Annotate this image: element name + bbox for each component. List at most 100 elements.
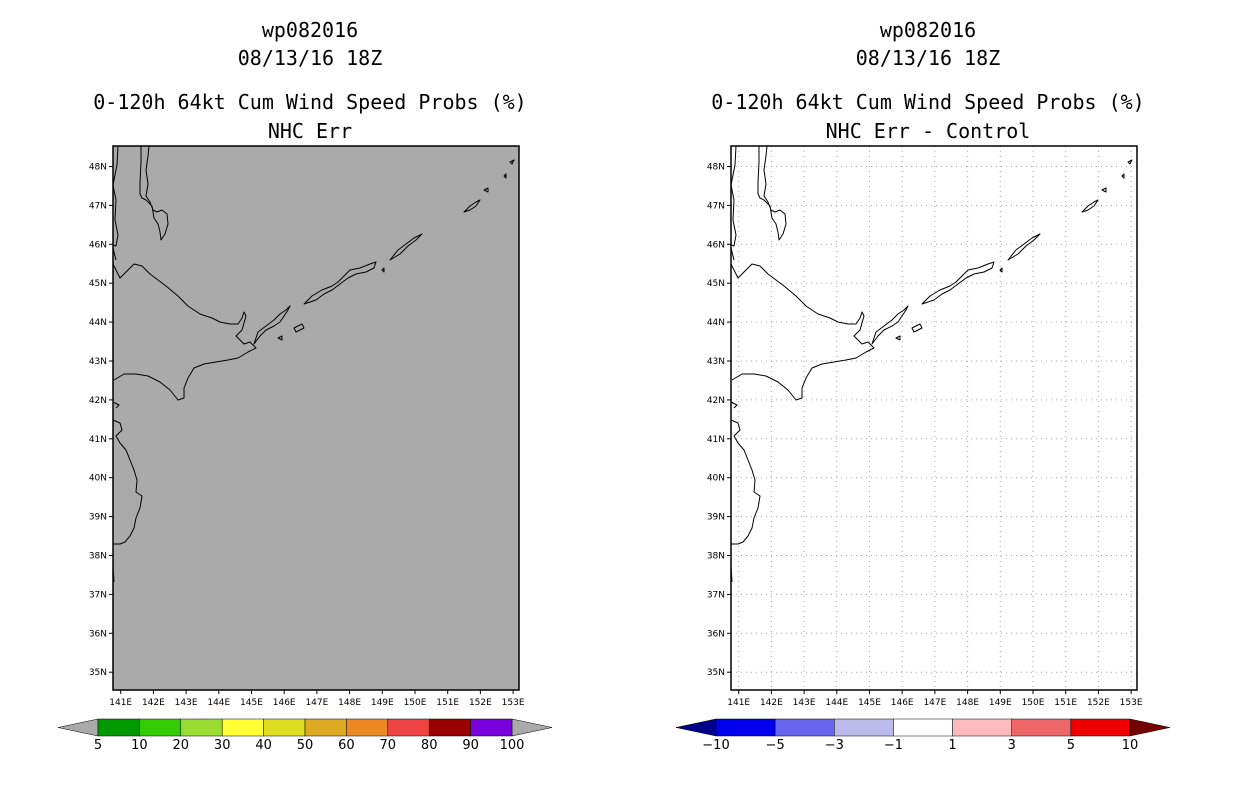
lon-label: 145E bbox=[858, 698, 881, 708]
kuril-small-3 bbox=[999, 267, 1003, 273]
lon-label: 153E bbox=[1120, 698, 1143, 708]
colorbar-label: 1 bbox=[948, 738, 956, 753]
lon-label: 149E bbox=[371, 698, 394, 708]
colorbar-swatch bbox=[952, 718, 1012, 737]
lon-label: 146E bbox=[891, 698, 914, 708]
lon-label: 152E bbox=[1087, 698, 1110, 708]
lat-label: 37N bbox=[707, 590, 725, 600]
lat-label: 38N bbox=[707, 552, 725, 562]
lon-label: 148E bbox=[338, 698, 361, 708]
colorbar-label: 5 bbox=[1067, 738, 1075, 753]
left-datetime: 08/13/16 18Z bbox=[237, 46, 383, 70]
right-datetime: 08/13/16 18Z bbox=[855, 46, 1001, 70]
colorbar-swatch bbox=[346, 718, 389, 737]
kuril-small-2 bbox=[895, 335, 901, 341]
lon-label: 149E bbox=[989, 698, 1012, 708]
lat-label: 36N bbox=[707, 629, 725, 639]
colorbar-swatch bbox=[139, 718, 182, 737]
kuril-kunashir bbox=[871, 305, 909, 345]
kuril-urup bbox=[389, 233, 423, 261]
colorbar-under-arrow bbox=[57, 718, 99, 737]
lat-label: 42N bbox=[707, 396, 725, 406]
colorbar-swatch bbox=[263, 718, 306, 737]
kuril-ketoy bbox=[483, 187, 489, 193]
lon-label: 142E bbox=[142, 698, 165, 708]
colorbar-over-arrow bbox=[1129, 718, 1171, 737]
lat-label: 39N bbox=[707, 513, 725, 523]
lat-label: 41N bbox=[89, 435, 107, 445]
colorbar-swatch bbox=[1070, 718, 1131, 737]
kuril-simushir bbox=[1081, 199, 1099, 213]
lon-label: 151E bbox=[436, 698, 459, 708]
colorbar-swatch bbox=[893, 718, 953, 737]
lat-label: 39N bbox=[89, 513, 107, 523]
lon-label: 142E bbox=[760, 698, 783, 708]
lon-label: 141E bbox=[727, 698, 750, 708]
colorbar-swatch bbox=[715, 718, 776, 737]
colorbar-swatch bbox=[1011, 718, 1072, 737]
kuril-matua bbox=[1121, 173, 1125, 179]
left-storm-id: wp082016 bbox=[261, 18, 359, 42]
lat-label: 41N bbox=[707, 435, 725, 445]
left-subtitle: NHC Err bbox=[267, 119, 353, 143]
lat-label: 43N bbox=[89, 357, 107, 367]
kuril-shiashkotan bbox=[1127, 159, 1133, 165]
kuril-iturup bbox=[921, 261, 995, 305]
lat-label: 45N bbox=[707, 279, 725, 289]
right-map-background bbox=[731, 146, 1137, 690]
colorbar-swatch bbox=[180, 718, 223, 737]
kuril-simushir bbox=[463, 199, 481, 213]
colorbar-label: −1 bbox=[884, 738, 903, 753]
colorbar-swatch bbox=[834, 718, 894, 737]
colorbar-label: −5 bbox=[766, 738, 785, 753]
lat-label: 46N bbox=[707, 240, 725, 250]
lat-label: 45N bbox=[89, 279, 107, 289]
lat-label: 44N bbox=[89, 318, 107, 328]
lat-label: 37N bbox=[89, 590, 107, 600]
colorbar-label: 100 bbox=[500, 738, 525, 753]
colorbar-label: 50 bbox=[297, 738, 314, 753]
right-storm-id: wp082016 bbox=[879, 18, 977, 42]
kuril-small-1 bbox=[911, 323, 923, 333]
colorbar-label: 60 bbox=[338, 738, 355, 753]
kuril-urup bbox=[1007, 233, 1041, 261]
colorbar-label: 80 bbox=[421, 738, 438, 753]
colorbar-swatch bbox=[774, 718, 835, 737]
lon-label: 151E bbox=[1054, 698, 1077, 708]
lat-label: 43N bbox=[707, 357, 725, 367]
colorbar-label: 70 bbox=[380, 738, 397, 753]
lon-label: 141E bbox=[109, 698, 132, 708]
lon-label: 144E bbox=[207, 698, 230, 708]
lat-label: 47N bbox=[89, 201, 107, 211]
right-map-frame bbox=[730, 145, 1138, 691]
right-map-gridlines bbox=[731, 146, 1137, 690]
kuril-small-3 bbox=[381, 267, 385, 273]
colorbar-swatch bbox=[387, 718, 430, 737]
left-colorbar: 5 10 20 30 40 50 60 70 80 90 100 bbox=[57, 718, 553, 753]
lon-label: 153E bbox=[502, 698, 525, 708]
lat-label: 48N bbox=[707, 163, 725, 173]
lon-label: 143E bbox=[793, 698, 816, 708]
colorbar-label: 90 bbox=[462, 738, 479, 753]
sakhalin-coastline bbox=[112, 145, 169, 247]
colorbar-label: −3 bbox=[825, 738, 844, 753]
colorbar-label: 40 bbox=[255, 738, 272, 753]
sakhalin-coastline bbox=[730, 145, 787, 247]
colorbar-label: 30 bbox=[214, 738, 231, 753]
right-map: 48N 47N 46N 45N 44N 43N 42N 41N 40N 39N 38N 37N 36N 3… bbox=[707, 145, 1143, 708]
lon-label: 147E bbox=[923, 698, 946, 708]
lon-label: 152E bbox=[469, 698, 492, 708]
lon-label: 148E bbox=[956, 698, 979, 708]
left-map-frame bbox=[112, 145, 520, 691]
colorbar-swatch bbox=[470, 718, 513, 737]
kuril-ketoy bbox=[1101, 187, 1107, 193]
colorbar-label: 10 bbox=[131, 738, 148, 753]
colorbar-swatch bbox=[304, 718, 347, 737]
colorbar-over-arrow bbox=[511, 718, 553, 737]
colorbar-swatch bbox=[97, 718, 140, 737]
lat-label: 48N bbox=[89, 163, 107, 173]
lon-label: 147E bbox=[305, 698, 328, 708]
kuril-iturup bbox=[303, 261, 377, 305]
lon-label: 150E bbox=[404, 698, 427, 708]
lat-label: 42N bbox=[89, 396, 107, 406]
